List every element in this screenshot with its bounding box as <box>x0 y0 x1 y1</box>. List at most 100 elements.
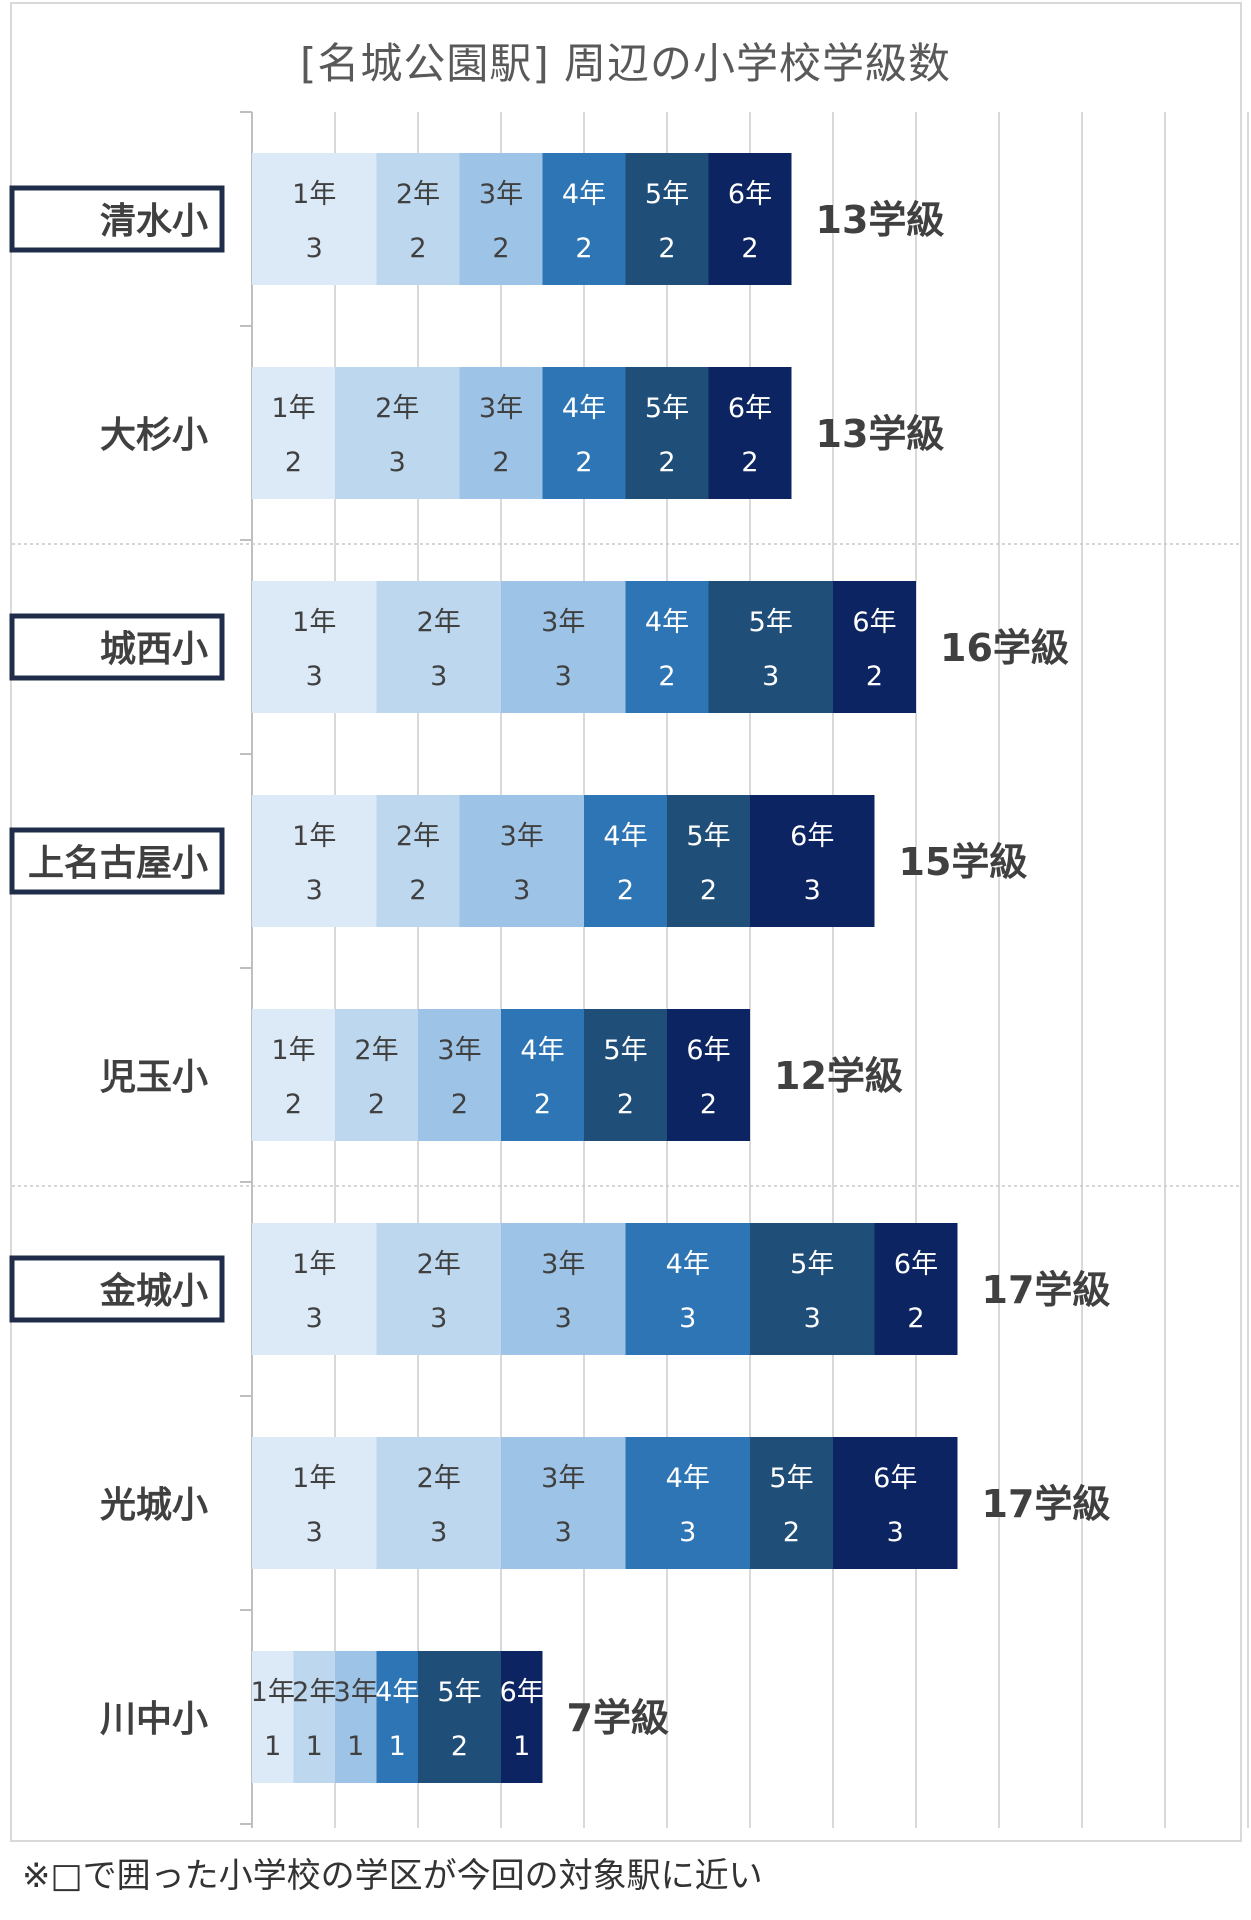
segment-value-label: 3 <box>887 1517 904 1548</box>
bar-segment <box>501 581 626 713</box>
segment-value-label: 3 <box>389 447 406 478</box>
bar-segment <box>459 795 584 927</box>
bar-segment <box>459 367 543 499</box>
segment-grade-label: 4年 <box>520 1035 564 1066</box>
bar-segment <box>750 1223 875 1355</box>
segment-grade-label: 2年 <box>396 179 440 210</box>
segment-value-label: 2 <box>658 447 675 478</box>
bar-segment <box>542 367 626 499</box>
bar-segment <box>625 153 709 285</box>
category-label: 金城小 <box>99 1270 208 1312</box>
segment-value-label: 3 <box>430 1303 447 1334</box>
segment-grade-label: 5年 <box>749 607 793 638</box>
segment-value-label: 2 <box>575 447 592 478</box>
segment-value-label: 2 <box>492 233 509 264</box>
bar-segment <box>252 1651 294 1783</box>
highlight-box <box>9 613 225 681</box>
bar-segment <box>418 1009 501 1141</box>
segment-grade-label: 3年 <box>479 393 523 424</box>
segment-grade-label: 4年 <box>562 393 606 424</box>
segment-value-label: 3 <box>679 1303 696 1334</box>
bar-segment <box>874 1223 958 1355</box>
bar-segment <box>252 1223 377 1355</box>
segment-value-label: 1 <box>306 1731 323 1762</box>
segment-value-label: 2 <box>617 875 634 906</box>
bar-segment <box>335 1651 377 1783</box>
segment-grade-label: 5年 <box>790 1249 834 1280</box>
segment-grade-label: 1年 <box>251 1677 295 1708</box>
bar-segment <box>625 581 709 713</box>
segment-value-label: 2 <box>658 233 675 264</box>
bar-segment <box>252 795 377 927</box>
segment-value-label: 3 <box>430 1517 447 1548</box>
divider-layer <box>12 543 1240 1187</box>
segment-grade-label: 3年 <box>437 1035 481 1066</box>
segment-value-label: 2 <box>285 1089 302 1120</box>
segment-grade-label: 4年 <box>666 1463 710 1494</box>
segment-value-label: 3 <box>555 1303 572 1334</box>
segment-grade-label: 2年 <box>354 1035 398 1066</box>
bar-segment <box>252 581 377 713</box>
bar-segment <box>667 1009 750 1141</box>
segment-grade-label: 3年 <box>541 1463 585 1494</box>
bar-segment <box>750 1437 833 1569</box>
segment-value-label: 2 <box>907 1303 924 1334</box>
bar-segment <box>708 153 792 285</box>
segment-value-label: 3 <box>513 875 530 906</box>
segment-value-label: 3 <box>679 1517 696 1548</box>
bar-layer <box>252 153 958 1783</box>
segment-value-label: 3 <box>804 875 821 906</box>
segment-value-label: 1 <box>389 1731 406 1762</box>
segment-value-label: 2 <box>658 661 675 692</box>
segment-value-label: 2 <box>700 875 717 906</box>
segment-value-label: 2 <box>451 1731 468 1762</box>
segment-value-label: 2 <box>741 233 758 264</box>
category-label: 児玉小 <box>100 1057 208 1098</box>
total-label: 13学級 <box>816 198 945 242</box>
segment-grade-label: 3年 <box>541 1249 585 1280</box>
segment-value-label: 2 <box>409 233 426 264</box>
segment-grade-label: 5年 <box>769 1463 813 1494</box>
bar-segment <box>584 795 667 927</box>
footnote: ※□で囲った小学校の学区が今回の対象駅に近い <box>22 1856 763 1896</box>
segment-value-label: 1 <box>264 1731 281 1762</box>
total-label: 17学級 <box>982 1268 1111 1312</box>
segment-value-label: 2 <box>575 233 592 264</box>
segment-grade-label: 6年 <box>686 1035 730 1066</box>
segment-grade-label: 3年 <box>541 607 585 638</box>
total-label: 12学級 <box>774 1054 903 1098</box>
bar-segment <box>625 1223 750 1355</box>
segment-value-label: 2 <box>866 661 883 692</box>
segment-grade-label: 2年 <box>396 821 440 852</box>
segment-grade-label: 3年 <box>334 1677 378 1708</box>
bar-segment <box>584 1009 667 1141</box>
segment-value-label: 2 <box>617 1089 634 1120</box>
highlight-box <box>9 185 225 253</box>
segment-value-label: 3 <box>555 1517 572 1548</box>
segment-grade-label: 1年 <box>271 1035 315 1066</box>
bar-segment <box>833 581 916 713</box>
segment-grade-label: 4年 <box>562 179 606 210</box>
segment-grade-label: 1年 <box>292 1249 336 1280</box>
chart-title: [名城公園駅] 周辺の小学校学級数 <box>299 39 952 88</box>
segment-grade-label: 6年 <box>894 1249 938 1280</box>
segment-grade-label: 5年 <box>603 1035 647 1066</box>
bar-segment <box>418 1651 501 1783</box>
segment-value-label: 2 <box>700 1089 717 1120</box>
bar-segment <box>252 367 335 499</box>
segment-value-label: 1 <box>513 1731 530 1762</box>
segment-grade-label: 2年 <box>417 1249 461 1280</box>
segment-grade-label: 3年 <box>479 179 523 210</box>
segment-grade-label: 4年 <box>645 607 689 638</box>
segment-grade-label: 1年 <box>292 607 336 638</box>
segment-grade-label: 4年 <box>666 1249 710 1280</box>
bar-segment <box>252 1009 335 1141</box>
segment-grade-label: 2年 <box>292 1677 336 1708</box>
segment-grade-label: 6年 <box>728 393 772 424</box>
bar-segment <box>376 581 501 713</box>
bar-segment <box>376 1651 418 1783</box>
segment-grade-label: 5年 <box>437 1677 481 1708</box>
bar-segment <box>501 1437 626 1569</box>
bar-segment <box>501 1009 584 1141</box>
bar-segment <box>750 795 875 927</box>
